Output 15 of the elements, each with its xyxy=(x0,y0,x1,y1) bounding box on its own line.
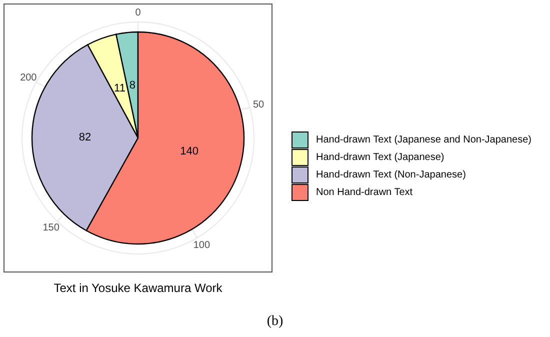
legend-label: Hand-drawn Text (Japanese) xyxy=(316,152,444,163)
text: 200 xyxy=(20,72,38,84)
data-label: 11 xyxy=(114,82,126,94)
legend-label: Hand-drawn Text (Japanese and Non-Japanese) xyxy=(316,134,532,146)
legend-label: Non Hand-drawn Text xyxy=(316,187,413,198)
text: 50 xyxy=(253,99,265,110)
text: 100 xyxy=(193,240,210,252)
data-label: 8 xyxy=(129,79,136,92)
text: (b) xyxy=(266,314,284,329)
text: 150 xyxy=(42,222,60,234)
legend-label: Hand-drawn Text (Non-Japanese) xyxy=(316,170,466,180)
data-label: 140 xyxy=(180,145,198,158)
text: Text in Yosuke Kawamura Work xyxy=(54,281,224,295)
data-label: 82 xyxy=(78,132,92,144)
text: 0 xyxy=(135,8,142,18)
